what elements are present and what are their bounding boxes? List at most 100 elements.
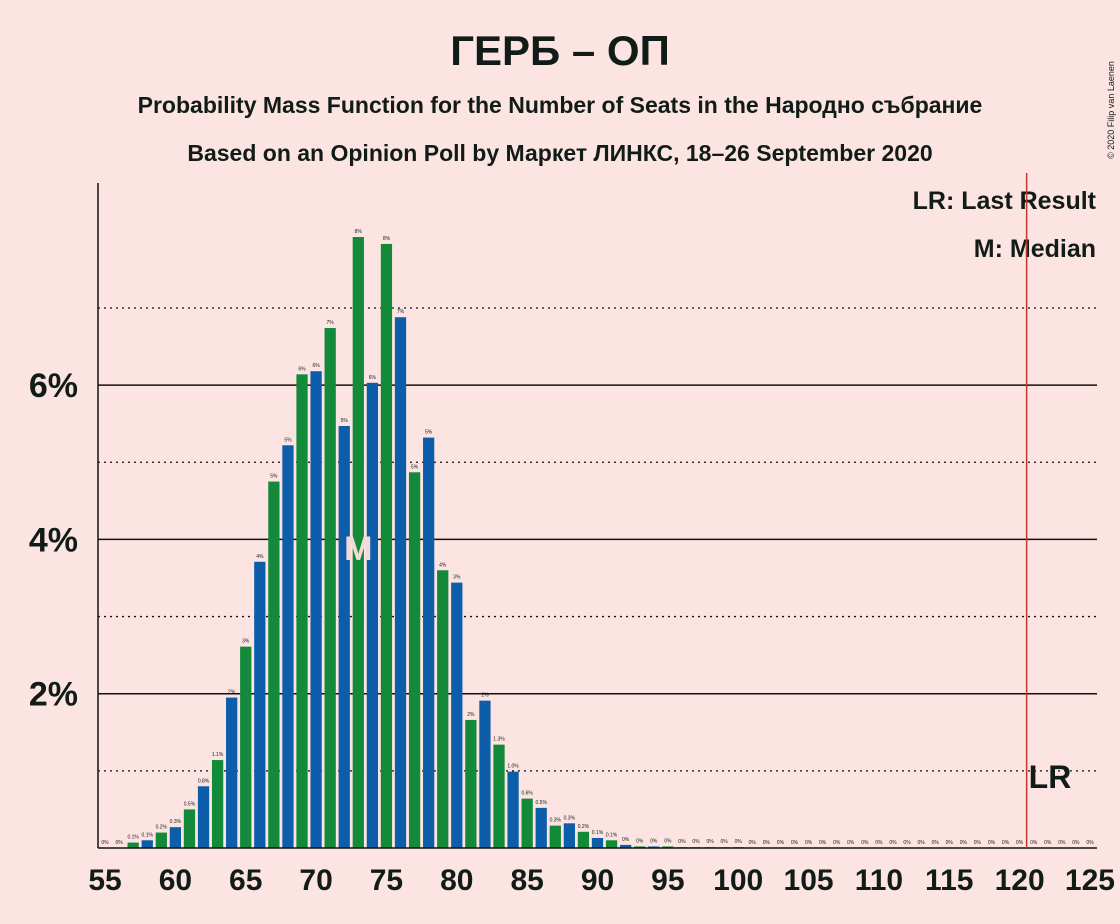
bar — [423, 437, 435, 848]
y-tick-label: 6% — [29, 367, 78, 405]
x-tick-label: 60 — [159, 864, 192, 897]
bar — [352, 237, 364, 848]
data-label: 0.2% — [156, 825, 168, 831]
bar — [240, 646, 252, 848]
bar — [535, 807, 547, 848]
data-label: 0.3% — [170, 819, 182, 825]
data-label: 0% — [932, 840, 940, 846]
data-label: 0% — [974, 840, 982, 846]
bar — [662, 846, 674, 848]
data-label: 8% — [383, 236, 391, 242]
data-label: 0% — [763, 840, 771, 846]
data-label: 5% — [284, 437, 292, 443]
data-label: 0% — [805, 840, 813, 846]
x-tick-label: 95 — [651, 864, 684, 897]
data-label: 0% — [875, 840, 883, 846]
bar — [634, 846, 646, 848]
bar — [408, 472, 421, 848]
data-label: 0% — [777, 840, 785, 846]
data-label: 0% — [861, 840, 869, 846]
data-label: 0.1% — [142, 832, 154, 838]
bar — [394, 317, 407, 848]
x-tick-label: 65 — [229, 864, 262, 897]
bar — [549, 825, 561, 848]
data-label: 0.5% — [184, 801, 196, 807]
data-label: 0% — [622, 837, 630, 843]
data-label: 0.6% — [521, 791, 533, 797]
bar — [183, 809, 196, 848]
x-tick-label: 90 — [581, 864, 614, 897]
data-label: 0.2% — [578, 824, 590, 830]
bar — [127, 842, 139, 848]
bar — [479, 700, 491, 848]
data-label: 0% — [650, 838, 658, 844]
data-label: 1.1% — [212, 752, 224, 758]
data-label: 0% — [833, 840, 841, 846]
data-label: 0% — [988, 840, 996, 846]
data-label: 5% — [270, 474, 278, 480]
data-label: 0% — [692, 839, 700, 845]
data-label: 5% — [341, 418, 349, 424]
data-label: 0% — [115, 840, 123, 846]
bar — [296, 374, 308, 848]
chart-subtitle: Probability Mass Function for the Number… — [138, 92, 983, 118]
data-label: 0% — [889, 840, 897, 846]
data-label: 0% — [1030, 840, 1038, 846]
bar — [465, 719, 477, 848]
bar — [254, 561, 266, 848]
data-label: 0% — [791, 840, 799, 846]
data-label: 0.1% — [606, 832, 618, 838]
data-label: 2% — [228, 690, 236, 696]
data-label: 0% — [903, 840, 911, 846]
bar — [268, 481, 280, 848]
bar — [226, 697, 238, 848]
bar — [366, 382, 379, 848]
data-label: 0% — [749, 840, 757, 846]
bar — [493, 744, 505, 848]
bar — [451, 582, 463, 848]
bar — [211, 760, 224, 848]
data-label: 4% — [256, 554, 264, 560]
data-label: 0.3% — [564, 815, 576, 821]
x-tick-label: 85 — [510, 864, 543, 897]
x-tick-label: 75 — [370, 864, 403, 897]
bar — [197, 786, 210, 848]
data-label: 0.1% — [127, 835, 139, 841]
data-label: 0.8% — [198, 778, 210, 784]
legend-entry: M: Median — [974, 235, 1096, 263]
data-label: 0% — [960, 840, 968, 846]
data-label: 0.5% — [536, 800, 548, 806]
last-result-label: LR — [1029, 759, 1072, 795]
data-label: 0% — [1072, 840, 1080, 846]
bar — [648, 846, 660, 848]
data-label: 0% — [1058, 840, 1066, 846]
x-tick-label: 125 — [1065, 864, 1115, 897]
data-label: 5% — [425, 430, 433, 436]
bar — [577, 831, 590, 848]
median-label: M — [344, 530, 372, 568]
x-tick-label: 115 — [925, 864, 973, 897]
data-label: 0% — [636, 838, 644, 844]
data-label: 0% — [664, 838, 672, 844]
data-label: 1.3% — [493, 737, 505, 743]
data-label: 2% — [467, 712, 475, 718]
data-label: 0% — [946, 840, 954, 846]
data-label: 0% — [918, 840, 926, 846]
data-label: 6% — [369, 375, 377, 381]
data-label: 7% — [327, 320, 335, 326]
data-label: 6% — [298, 366, 306, 372]
data-label: 0% — [1016, 840, 1024, 846]
bar — [155, 832, 167, 848]
data-label: 0% — [1044, 840, 1052, 846]
data-label: 6% — [312, 363, 320, 369]
data-label: 3% — [453, 575, 461, 581]
data-label: 3% — [242, 639, 250, 645]
bar — [141, 840, 153, 848]
bar — [380, 243, 393, 848]
data-label: 0% — [721, 839, 729, 845]
bar — [310, 371, 322, 848]
y-tick-label: 2% — [29, 676, 78, 714]
data-label: 4% — [439, 562, 447, 568]
bar — [591, 837, 604, 848]
data-label: 0.3% — [550, 818, 562, 824]
